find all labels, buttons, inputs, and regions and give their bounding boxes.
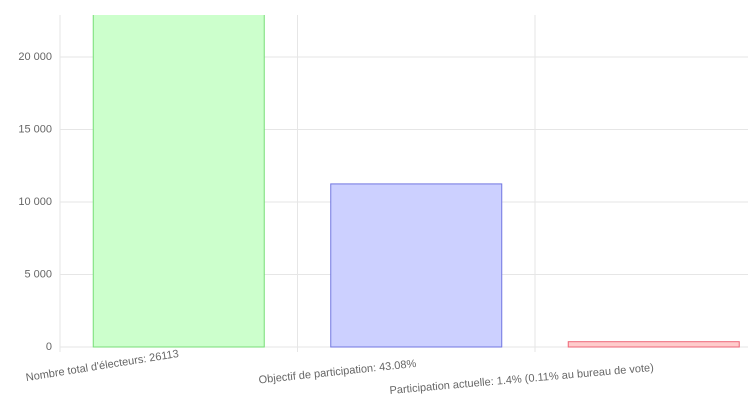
y-tick-label: 15 000 bbox=[18, 123, 52, 135]
bar bbox=[567, 341, 740, 348]
y-tick-label: 10 000 bbox=[18, 196, 52, 208]
x-tick-label: Participation actuelle: 1.4% (0.11% au b… bbox=[389, 362, 654, 395]
x-tick-label: Objectif de participation: 43.08% bbox=[258, 358, 417, 387]
y-tick-label: 20 000 bbox=[18, 51, 52, 63]
y-tick-label: 5 000 bbox=[24, 268, 52, 280]
y-tick-label: 0 bbox=[46, 341, 52, 353]
bar bbox=[92, 15, 265, 348]
x-tick-label: Nombre total d'électeurs: 26113 bbox=[25, 348, 180, 384]
bar bbox=[330, 183, 503, 348]
